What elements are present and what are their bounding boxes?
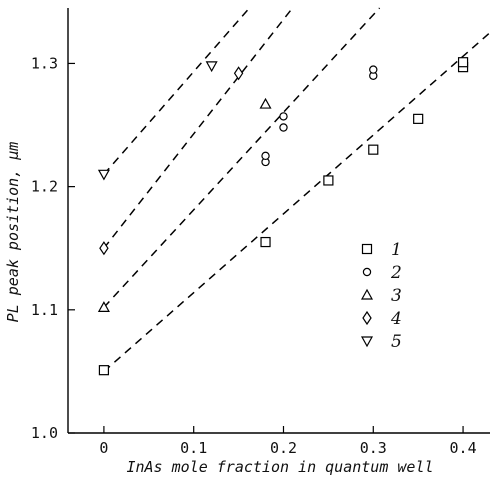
data-point-series-5 (97, 169, 110, 181)
data-point-series-2 (261, 151, 270, 161)
y-tick-label: 1.0 (31, 424, 58, 442)
legend-label-series-5: 5 (391, 332, 402, 352)
data-point-series-3 (259, 97, 272, 109)
legend-marker-series-2 (362, 267, 372, 277)
data-point-series-2 (369, 65, 378, 74)
x-tick-label: 0.1 (180, 439, 207, 457)
legend-marker-series-5 (360, 336, 374, 348)
data-point-series-2 (279, 123, 288, 132)
data-point-series-1 (98, 365, 110, 376)
fit-line-series-1 (103, 32, 491, 372)
y-axis-label: PL peak position, μm (4, 142, 22, 323)
fit-line-series-4 (103, 7, 294, 249)
data-point-series-1 (413, 113, 424, 124)
data-point-series-2 (279, 112, 288, 121)
data-point-series-3 (97, 301, 110, 312)
fit-line-series-3 (103, 7, 381, 308)
axis-ticks: 0 0.1 0.2 0.3 0.4 1.0 1.1 1.2 1.3 (31, 54, 477, 457)
legend-label-series-3: 3 (391, 286, 402, 306)
y-tick-label: 1.1 (31, 301, 58, 319)
data-point-series-5 (205, 61, 218, 73)
y-tick-label: 1.3 (31, 54, 58, 72)
x-tick-label: 0.3 (360, 439, 387, 457)
plot-frame (67, 8, 490, 434)
data-markers (97, 57, 469, 376)
legend-marker-series-1 (361, 243, 373, 255)
legend-label-series-1: 1 (391, 240, 402, 260)
fit-line-series-5 (103, 7, 250, 175)
data-point-series-1 (260, 236, 271, 248)
data-point-series-1 (323, 175, 334, 186)
legend-label-series-4: 4 (390, 309, 402, 329)
data-point-series-4 (99, 241, 109, 256)
data-point-series-1 (457, 57, 469, 68)
x-tick-label: 0.4 (450, 439, 477, 457)
y-tick-label: 1.2 (31, 178, 58, 196)
legend-label-series-2: 2 (390, 263, 402, 283)
x-tick-label: 0.2 (270, 439, 297, 457)
data-point-series-1 (368, 144, 379, 155)
legend-marker-series-3 (360, 288, 374, 300)
fit-lines (103, 7, 491, 372)
x-tick-label: 0 (99, 439, 108, 457)
legend-marker-series-4 (362, 310, 372, 326)
x-axis-label: InAs mole fraction in quantum well (126, 458, 433, 476)
data-point-series-4 (233, 66, 244, 81)
legend: 1 2 3 4 5 (360, 240, 402, 352)
